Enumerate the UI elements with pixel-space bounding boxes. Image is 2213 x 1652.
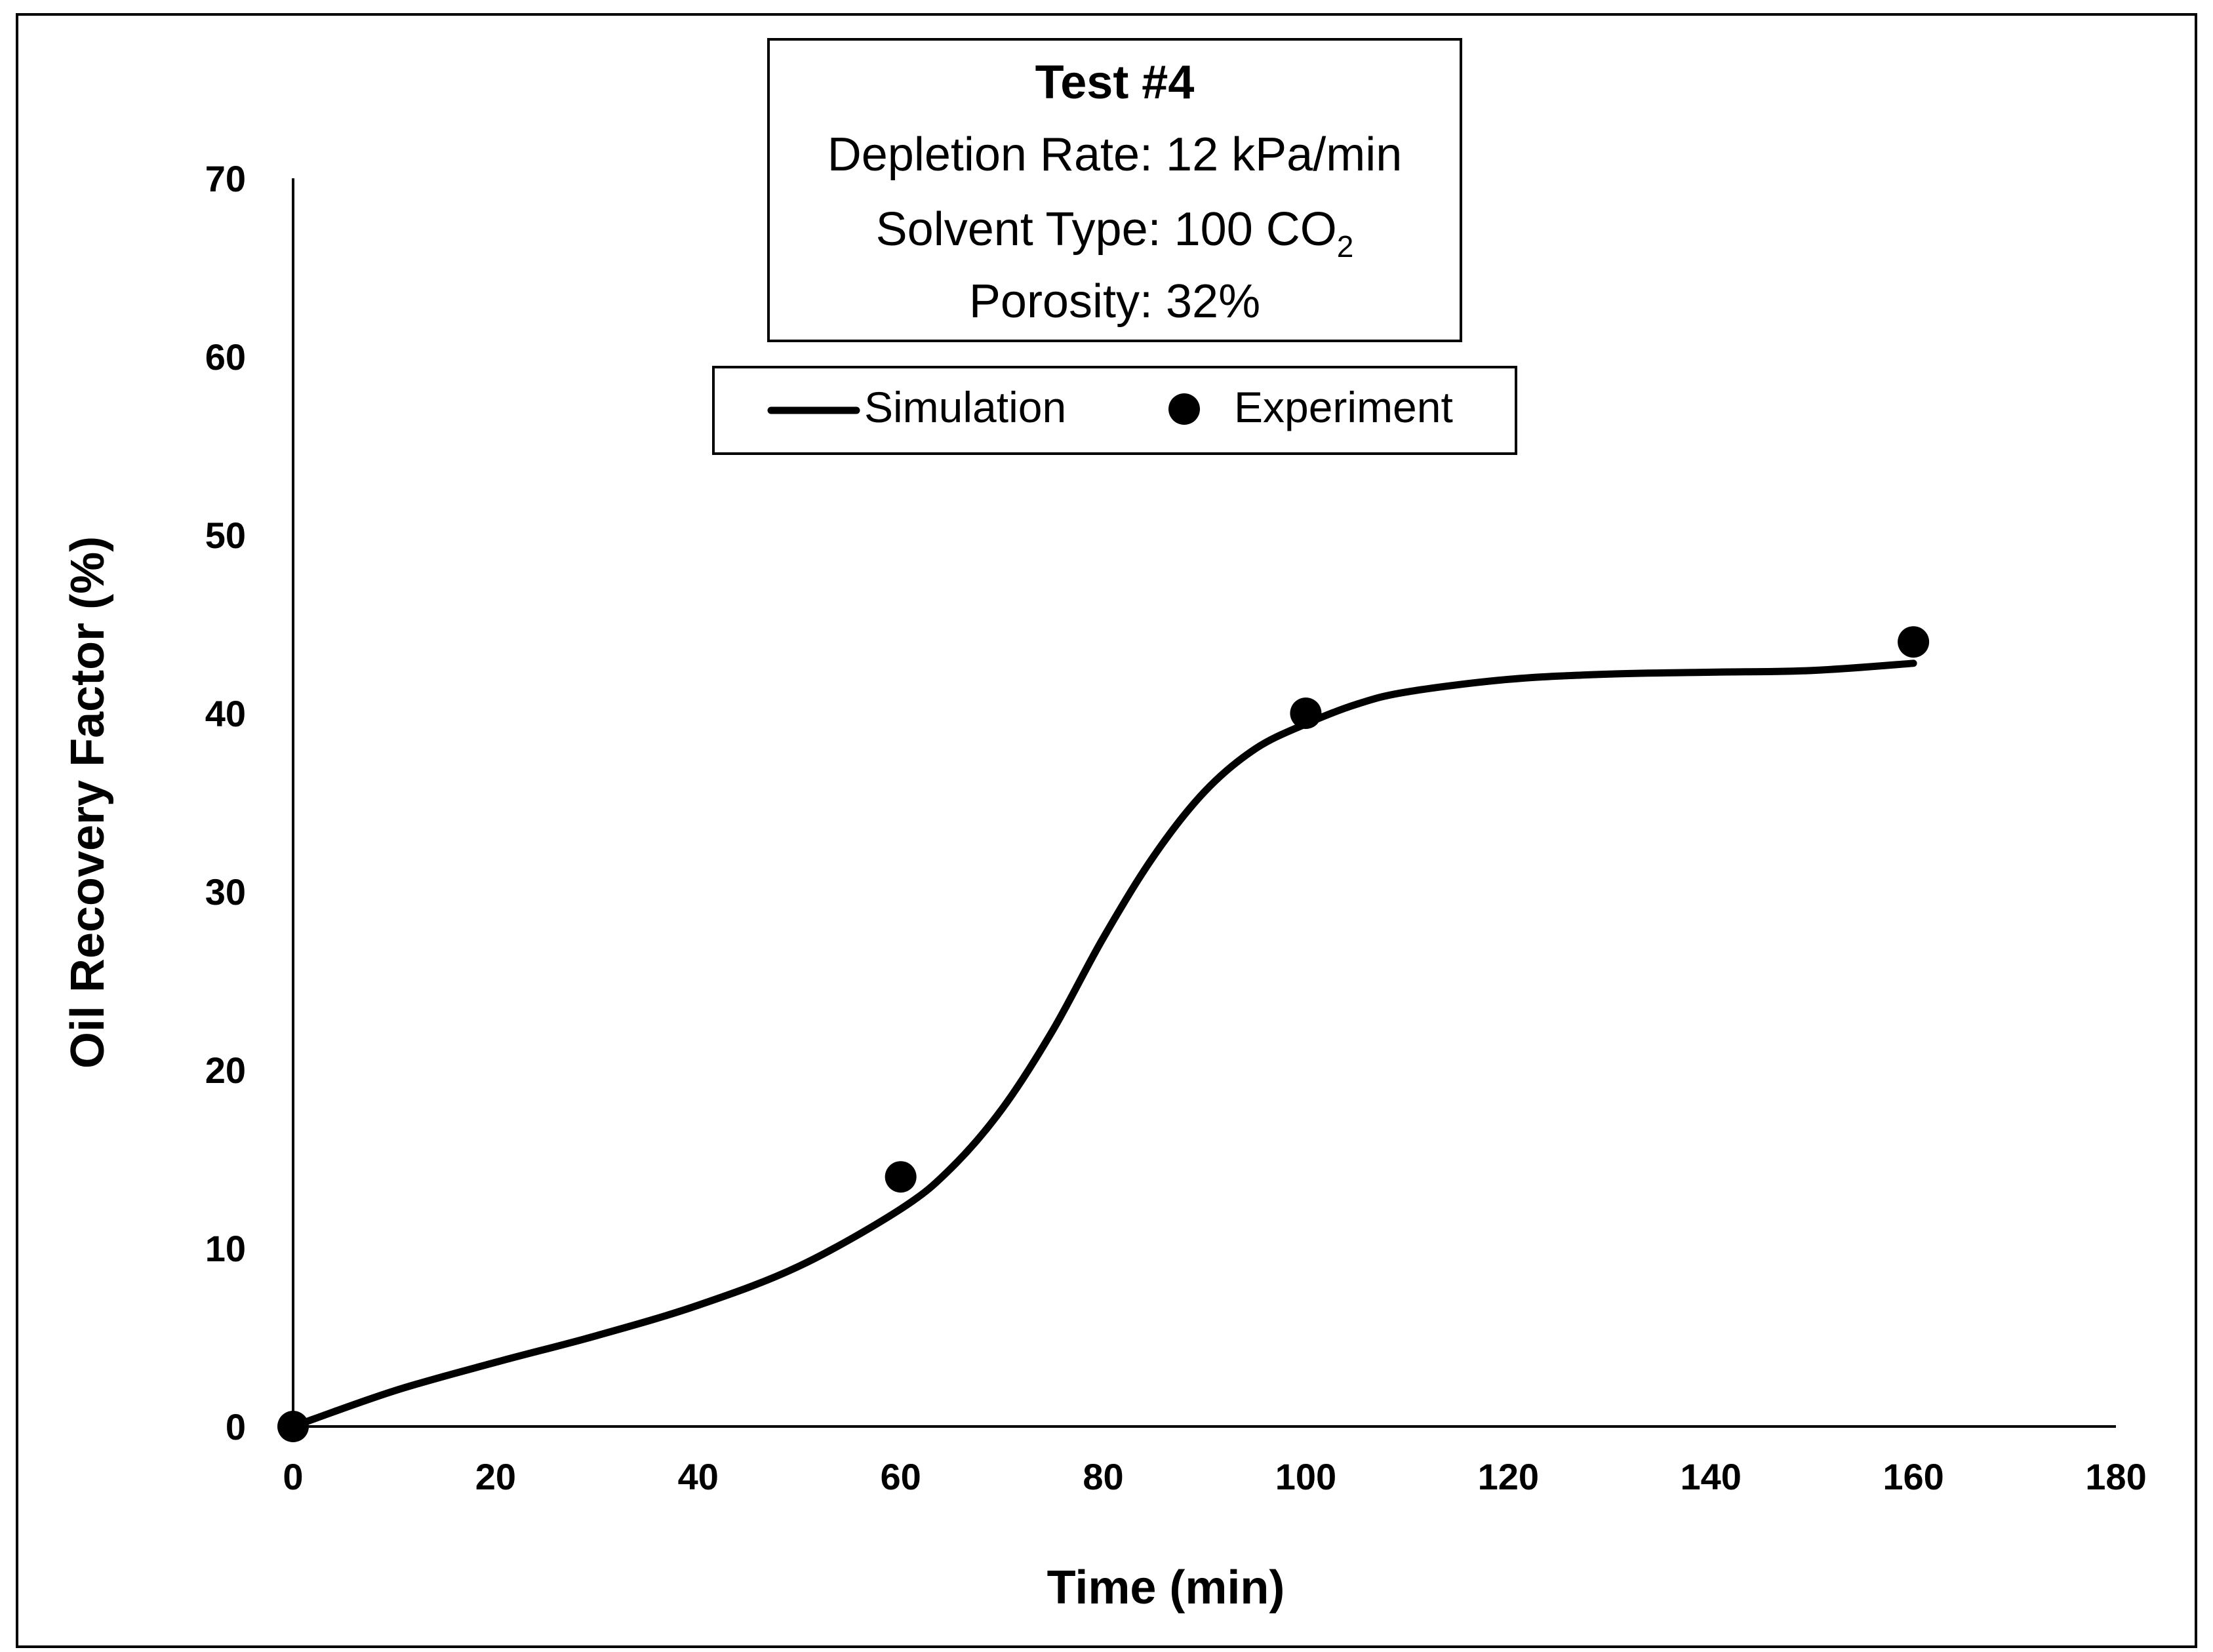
experiment-point	[885, 1161, 917, 1193]
y-tick-label: 20	[205, 1050, 246, 1091]
experiment-point	[277, 1411, 309, 1442]
x-tick-label: 80	[1083, 1456, 1123, 1497]
y-axis-title: Oil Recovery Factor (%)	[62, 536, 114, 1069]
x-tick-label: 60	[881, 1456, 921, 1497]
experiment-point	[1898, 626, 1930, 658]
x-tick-labels: 0 20 40 60 80 100 120 140 160 180	[283, 1456, 2146, 1497]
experiment-points	[277, 626, 1930, 1442]
info-solvent-subscript: 2	[1337, 229, 1354, 264]
info-solvent-type: Solvent Type: 100 CO2	[876, 203, 1354, 264]
y-tick-label: 40	[205, 693, 246, 734]
x-tick-label: 20	[475, 1456, 516, 1497]
info-depletion-rate: Depletion Rate: 12 kPa/min	[827, 128, 1402, 181]
y-tick-label: 70	[205, 158, 246, 199]
info-solvent-prefix: Solvent Type: 100 CO	[876, 203, 1337, 256]
legend-box	[712, 366, 1517, 455]
x-axis-title: Time (min)	[1047, 1562, 1285, 1614]
info-box	[767, 38, 1462, 342]
x-tick-label: 140	[1681, 1456, 1742, 1497]
legend-experiment-label: Experiment	[1234, 383, 1453, 431]
y-tick-label: 30	[205, 871, 246, 913]
x-tick-label: 0	[283, 1456, 303, 1497]
simulation-line	[289, 659, 1917, 1430]
info-porosity: Porosity: 32%	[969, 275, 1260, 328]
x-tick-label: 180	[2085, 1456, 2146, 1497]
x-tick-label: 160	[1883, 1456, 1944, 1497]
experiment-point	[1290, 698, 1322, 729]
x-tick-label: 40	[678, 1456, 719, 1497]
y-tick-label: 10	[205, 1228, 246, 1269]
legend-simulation-label: Simulation	[864, 383, 1066, 431]
y-tick-labels: 0 10 20 30 40 50 60 70	[205, 158, 246, 1447]
x-tick-label: 120	[1478, 1456, 1539, 1497]
legend-experiment-marker	[1168, 393, 1200, 425]
y-tick-label: 50	[205, 515, 246, 556]
x-tick-label: 100	[1275, 1456, 1336, 1497]
info-title: Test #4	[1035, 56, 1195, 109]
y-tick-label: 60	[205, 336, 246, 378]
chart-frame	[16, 13, 2197, 1648]
y-tick-label: 0	[226, 1406, 246, 1447]
